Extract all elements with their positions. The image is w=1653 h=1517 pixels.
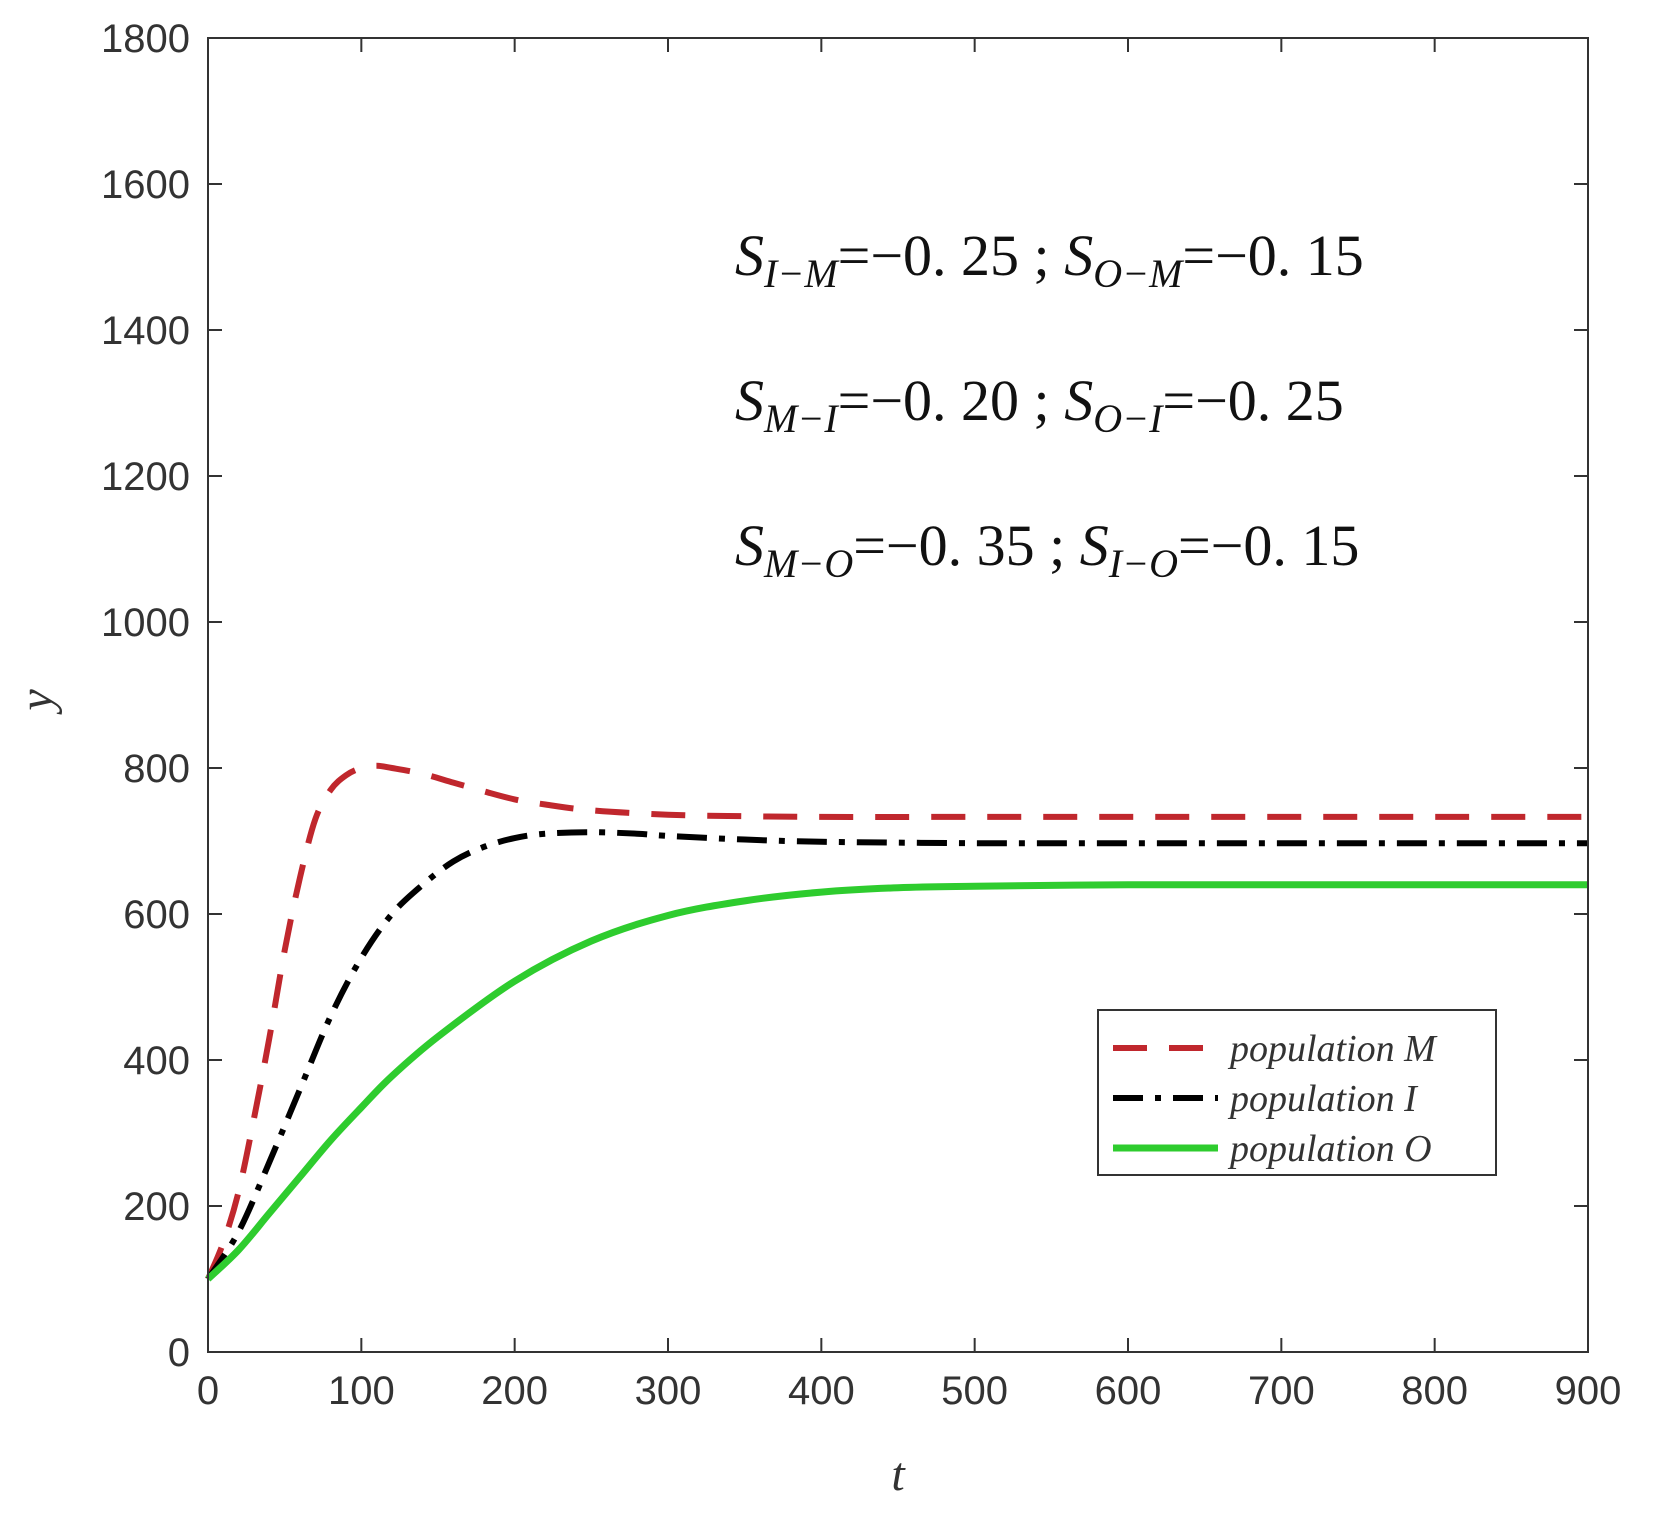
y-tick-label: 800 <box>123 747 190 791</box>
legend: population M population I population O <box>1097 1009 1497 1176</box>
annotation-part: =−0. 35 ; <box>853 513 1080 578</box>
annotation-part: O−M <box>1093 251 1185 296</box>
x-tick-label: 700 <box>1248 1369 1315 1413</box>
y-tick-label: 1800 <box>101 17 190 61</box>
annotation-part: S <box>735 513 764 578</box>
annotation-line: SM−O=−0. 35 ; SI−O=−0. 15 <box>735 513 1359 586</box>
y-tick-label: 600 <box>123 893 190 937</box>
y-tick-label: 1400 <box>101 309 190 353</box>
annotation-line: SM−I=−0. 20 ; SO−I=−0. 25 <box>735 368 1344 441</box>
plot-frame <box>207 37 1589 1353</box>
annotation-part: S <box>1080 513 1109 578</box>
x-tick-label: 0 <box>197 1369 219 1413</box>
annotation-part: S <box>1064 368 1093 433</box>
x-tick-label: 600 <box>1095 1369 1162 1413</box>
annotation-part: I−O <box>1108 541 1178 586</box>
x-tick-label: 300 <box>635 1369 702 1413</box>
annotation-part: I−M <box>763 251 840 296</box>
annotation-part: S <box>735 368 764 433</box>
annotation-part: M−O <box>763 541 853 586</box>
x-tick-label: 900 <box>1555 1369 1622 1413</box>
x-tick-label: 200 <box>481 1369 548 1413</box>
series-line-2 <box>205 829 1588 1281</box>
annotation-line: SI−M=−0. 25 ; SO−M=−0. 15 <box>735 223 1364 296</box>
legend-label: population O <box>1227 1128 1432 1170</box>
legend-label: population M <box>1227 1028 1438 1070</box>
annotation-part: =−0. 15 <box>1182 223 1363 288</box>
annotation-part: O−I <box>1093 396 1164 441</box>
y-tick-label: 1000 <box>101 601 190 645</box>
x-tick-label: 500 <box>941 1369 1008 1413</box>
x-tick-label: 800 <box>1401 1369 1468 1413</box>
legend-label: population I <box>1227 1078 1419 1120</box>
annotation-part: S <box>735 223 764 288</box>
y-tick-label: 1600 <box>101 163 190 207</box>
annotation-part: M−I <box>763 396 839 441</box>
annotation-part: =−0. 15 <box>1178 513 1359 578</box>
y-axis-label: y <box>10 689 63 716</box>
annotation-part: =−0. 25 <box>1162 368 1343 433</box>
series-line-1 <box>205 762 1588 1281</box>
y-tick-label: 0 <box>168 1331 190 1375</box>
series-line-3 <box>205 881 1588 1282</box>
y-tick-label: 1200 <box>101 455 190 499</box>
x-tick-label: 100 <box>328 1369 395 1413</box>
annotation-part: S <box>1064 223 1093 288</box>
x-axis-label: t <box>891 1448 906 1501</box>
ticks-layer: 0 100 200 300 400 500 600 700 800 900 0 200 400 600 80… <box>101 17 1621 1413</box>
annotation-part: =−0. 20 ; <box>838 368 1065 433</box>
y-tick-label: 400 <box>123 1039 190 1083</box>
y-tick-label: 200 <box>123 1185 190 1229</box>
annotation-part: =−0. 25 ; <box>838 223 1065 288</box>
x-tick-label: 400 <box>788 1369 855 1413</box>
series-layer <box>205 762 1588 1282</box>
